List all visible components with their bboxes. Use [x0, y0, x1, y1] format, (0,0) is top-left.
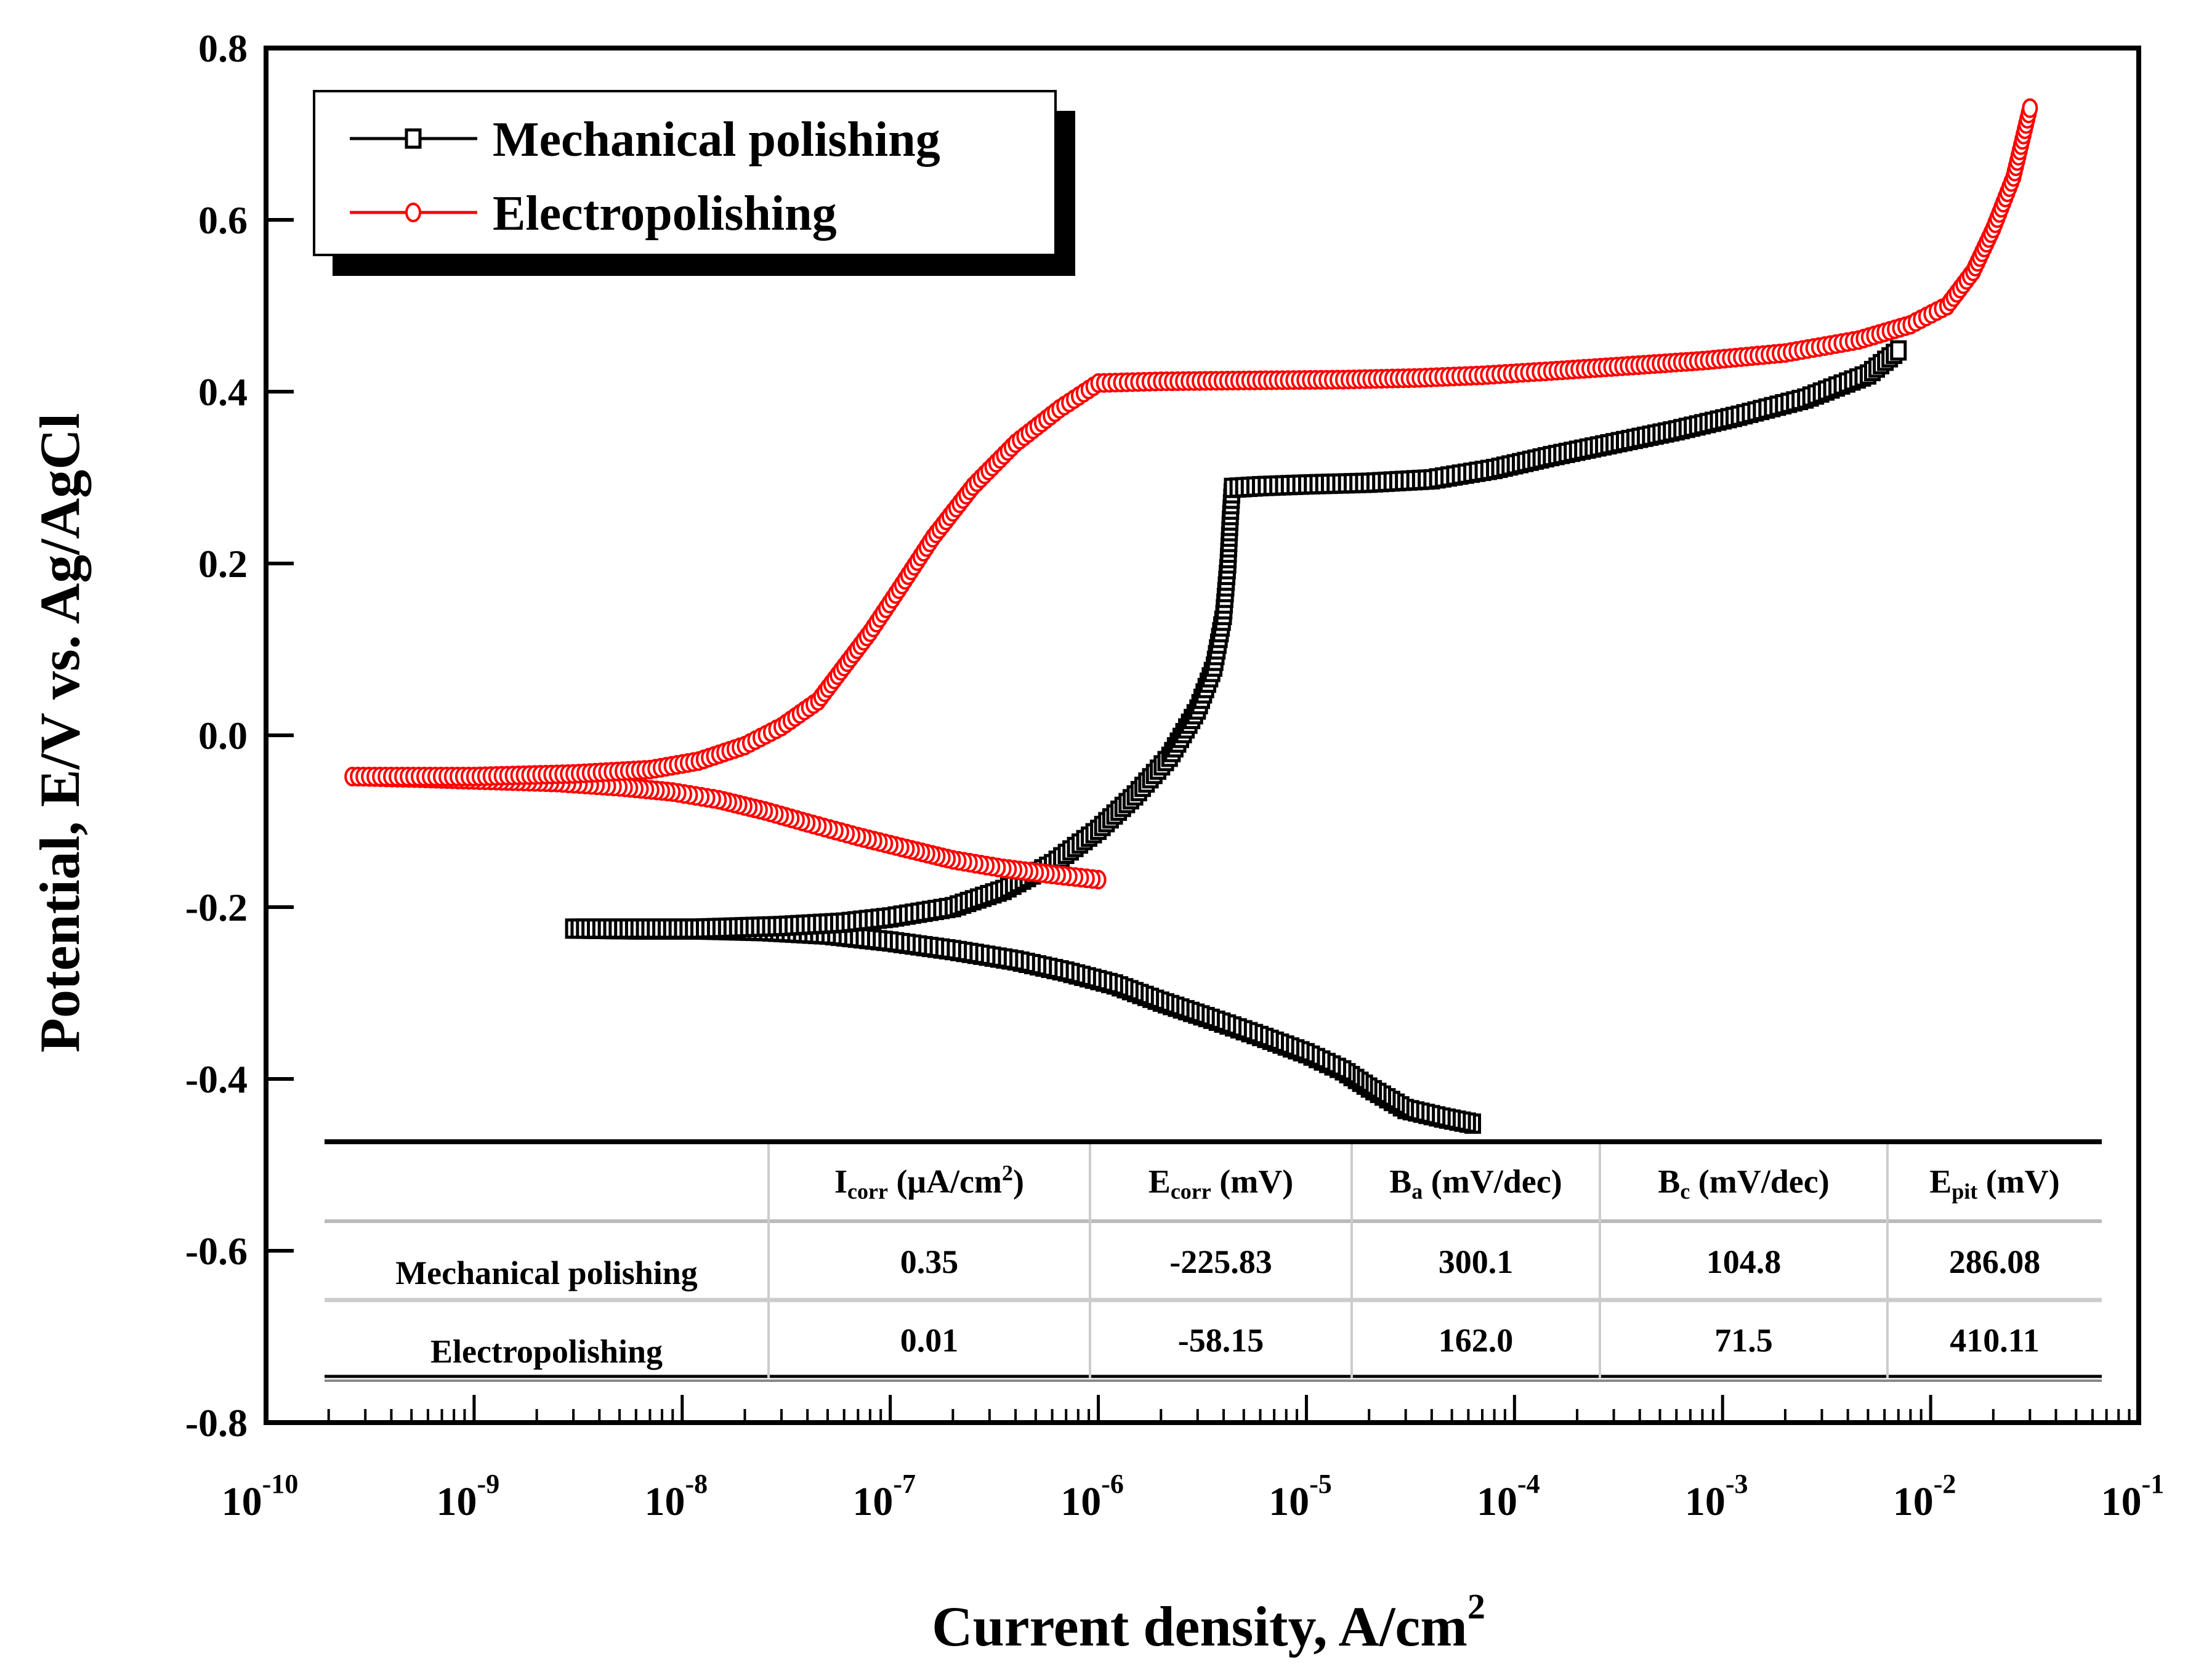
y-tick-label: -0.4	[185, 1057, 248, 1101]
x-tick-label: 10-2	[1893, 1469, 1956, 1524]
y-tick-label: -0.8	[185, 1401, 248, 1445]
y-axis-title: Potential, E/V vs. Ag/AgCl	[28, 413, 91, 1052]
legend-label: Electropolishing	[493, 187, 837, 241]
table-cell: -58.15	[1178, 1322, 1264, 1359]
y-tick-label: 0.4	[198, 370, 248, 414]
series-electropolishing	[344, 98, 2038, 890]
square-marker-icon	[405, 128, 422, 149]
table-row: Electropolishing 0.01 -58.15 162.0 71.5 410.1…	[430, 1322, 2040, 1370]
table-cell: 0.35	[900, 1243, 959, 1280]
series-mechanical-polishing	[565, 340, 1907, 1134]
table-header: Ecorr (mV)	[1148, 1163, 1293, 1204]
x-tick-label: 10-3	[1685, 1469, 1748, 1524]
x-tick-label: 10-9	[437, 1469, 500, 1524]
x-tick-label: 10-7	[852, 1469, 916, 1524]
table-cell: -225.83	[1169, 1243, 1272, 1280]
legend-label: Mechanical polishing	[493, 113, 940, 167]
x-tick-label: 10-4	[1477, 1469, 1540, 1524]
y-tick-label: -0.2	[185, 886, 248, 929]
legend: Mechanical polishing Electropolishing	[313, 90, 1075, 276]
table-cell: 104.8	[1706, 1243, 1782, 1280]
x-tick-label: 10-10	[222, 1469, 299, 1524]
legend-item: Mechanical polishing	[350, 113, 940, 167]
table-cell: 300.1	[1439, 1243, 1514, 1280]
table-cell: 71.5	[1714, 1322, 1773, 1359]
row-label: Mechanical polishing	[395, 1254, 698, 1291]
parameters-table: Icorr (μA/cm2) Ecorr (mV) Ba (mV/dec) Bc (m…	[325, 1139, 2102, 1382]
table-header: Epit (mV)	[1929, 1163, 2060, 1204]
x-tick-label: 10-6	[1060, 1469, 1124, 1524]
x-tick-label: 10-5	[1269, 1469, 1332, 1524]
y-tick-label: 0.0	[198, 714, 248, 757]
circle-marker-icon	[405, 203, 421, 222]
row-label: Electropolishing	[430, 1333, 663, 1370]
y-tick-label: 0.8	[198, 26, 248, 70]
table-header: Ba (mV/dec)	[1389, 1163, 1562, 1204]
table-header: Icorr (μA/cm2)	[834, 1161, 1024, 1204]
data-series-layer	[344, 98, 2038, 1134]
x-axis-ticks: 10-10 10-9 10-8 10-7 10-6 10-5 10-4 10-3 10-2 10-…	[222, 1395, 2165, 1524]
x-axis-title: Current density, A/cm2	[932, 1586, 1485, 1658]
y-tick-label: 0.6	[198, 198, 248, 242]
y-axis-ticks: 0.8 0.6 0.4 0.2 0.0 -0.2 -0.4 -0.6 -0.8	[185, 26, 294, 1445]
axis-titles: Current density, A/cm2 Potential, E/V vs.…	[28, 413, 1485, 1658]
table-header: Bc (mV/dec)	[1658, 1163, 1829, 1204]
table-cell: 162.0	[1439, 1322, 1514, 1359]
legend-item: Electropolishing	[350, 187, 837, 241]
table-cell: 286.08	[1949, 1243, 2041, 1280]
x-tick-label: 10-8	[644, 1469, 708, 1524]
table-cell: 410.11	[1950, 1322, 2040, 1359]
table-cell: 0.01	[900, 1322, 959, 1359]
table-row: Mechanical polishing 0.35 -225.83 300.1 104.…	[395, 1243, 2040, 1291]
y-tick-label: -0.6	[185, 1229, 248, 1273]
x-tick-label: 10-1	[2101, 1469, 2165, 1524]
y-tick-label: 0.2	[198, 542, 248, 586]
